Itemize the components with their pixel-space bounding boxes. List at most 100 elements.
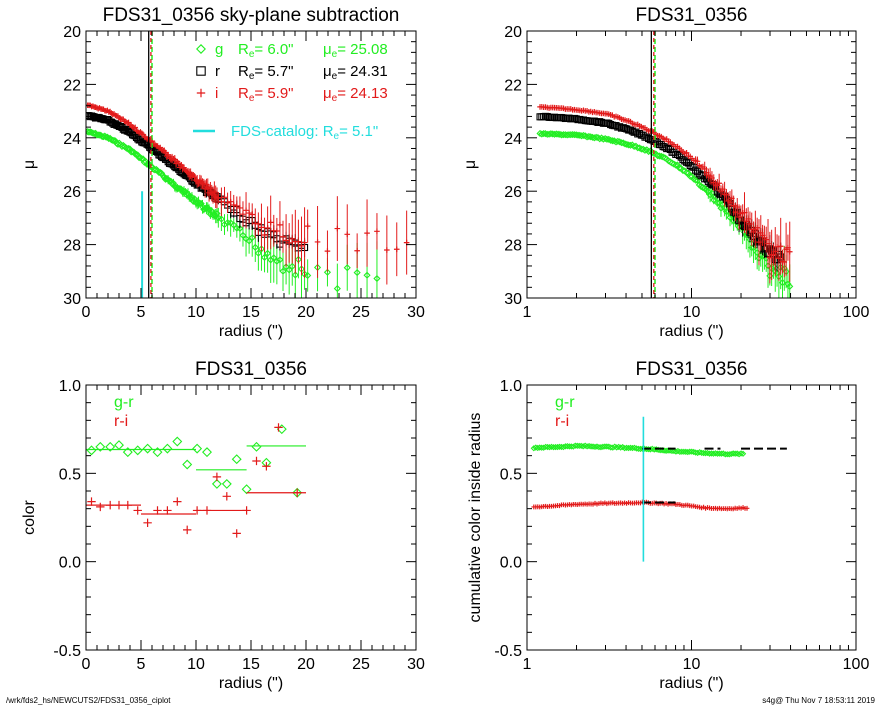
- data-point-i: [267, 219, 274, 226]
- data-point-g: [270, 254, 278, 262]
- x-tick-label: 10: [683, 656, 701, 673]
- data-point-r-i: [232, 529, 241, 538]
- y-axis-label: μ: [462, 160, 479, 169]
- data-point-g: [630, 142, 638, 150]
- data-point-g-r: [617, 444, 624, 451]
- series-g: [86, 128, 381, 298]
- data-point-g-r: [629, 444, 636, 452]
- legend-re: Re= 5.9": [238, 85, 294, 104]
- data-point-g-r: [182, 459, 193, 470]
- data-point-g-r: [672, 448, 680, 455]
- data-point-r: [654, 139, 662, 147]
- data-point-r-i: [173, 497, 182, 506]
- data-point-r-i: [274, 423, 283, 432]
- data-point-i: [230, 202, 237, 208]
- data-point-g: [621, 140, 629, 148]
- legend-marker-g: [196, 44, 206, 54]
- data-point-i: [178, 162, 185, 168]
- data-point-g-r: [566, 443, 573, 450]
- data-point-g-r: [562, 443, 569, 450]
- series-g-r: [86, 424, 306, 498]
- data-point-r: [605, 119, 613, 127]
- data-point-g: [89, 129, 97, 137]
- data-point-g-r: [678, 448, 686, 455]
- data-point-i: [237, 205, 243, 211]
- data-point-i: [215, 194, 222, 201]
- data-point-g: [363, 271, 371, 279]
- data-point-g-r: [122, 447, 133, 458]
- data-point-g-r: [172, 436, 183, 447]
- data-point-i: [364, 230, 370, 236]
- plot-frame: [526, 384, 857, 651]
- data-point-g-r: [251, 441, 262, 452]
- plot-frame: [85, 384, 417, 651]
- x-tick-label: 10: [187, 304, 205, 321]
- y-tick-label: 1.0: [500, 378, 522, 395]
- footer-path: /wrk/fds2_hs/NEWCUTS2/FDS31_0356_ciplot: [6, 696, 171, 705]
- x-tick-label: 20: [297, 304, 315, 321]
- legend: g-r r-i: [114, 394, 134, 430]
- data-point-r-i: [222, 492, 231, 501]
- data-point-i: [683, 149, 690, 156]
- data-point-i: [716, 180, 722, 187]
- data-point-i: [191, 174, 198, 181]
- data-point-g: [169, 179, 178, 187]
- x-tick-label: 5: [137, 656, 146, 673]
- data-point-i: [234, 203, 240, 209]
- data-point-i: [246, 210, 252, 216]
- data-point-g: [157, 169, 166, 177]
- data-point-g: [659, 153, 667, 161]
- data-point-g: [675, 164, 683, 172]
- chart-title: FDS31_0356: [195, 359, 307, 380]
- data-point-i: [304, 223, 311, 229]
- y-tick-label: 24: [504, 131, 522, 148]
- data-point-i: [224, 200, 231, 206]
- data-point-i: [280, 233, 286, 240]
- y-tick-label: 20: [504, 24, 522, 41]
- data-point-g: [86, 128, 92, 136]
- data-point-i: [255, 221, 262, 227]
- y-tick-label: 30: [504, 291, 522, 308]
- data-point-g-r: [142, 443, 153, 454]
- data-point-g: [688, 172, 696, 180]
- data-point-g: [686, 172, 694, 180]
- data-point-g: [657, 152, 665, 160]
- data-point-g-r: [86, 445, 97, 456]
- data-point-g-r: [591, 443, 599, 451]
- plot-area-0: [86, 31, 410, 298]
- data-point-i: [295, 238, 302, 245]
- data-point-r-i: [163, 506, 172, 515]
- data-point-g-r: [202, 447, 212, 458]
- data-point-g-r: [95, 441, 106, 452]
- data-point-g: [273, 257, 281, 265]
- legend-label-r-i: r-i: [114, 413, 128, 430]
- data-point-i: [125, 119, 132, 126]
- data-point-g-r: [739, 450, 747, 457]
- data-point-r: [594, 118, 602, 126]
- data-point-r: [635, 129, 644, 138]
- x-tick-label: 15: [242, 656, 260, 673]
- data-point-g: [641, 146, 649, 154]
- data-point-g: [619, 139, 627, 147]
- data-point-g: [670, 160, 678, 168]
- data-point-i: [221, 194, 228, 201]
- x-tick-label: 1: [523, 304, 532, 321]
- data-point-g: [184, 190, 192, 198]
- plot-area-3: [530, 416, 787, 562]
- data-point-i: [324, 248, 331, 254]
- data-point-g-r: [556, 443, 563, 450]
- data-point-r: [657, 141, 665, 149]
- y-tick-label: -0.5: [53, 643, 81, 660]
- legend-re: Re= 6.0": [238, 41, 294, 60]
- footer-timestamp: s4g@ Thu Nov 7 18:53:11 2019: [762, 696, 875, 705]
- x-axis-label: radius ("): [659, 675, 723, 692]
- y-tick-label: 26: [63, 184, 81, 201]
- data-point-r: [661, 143, 669, 151]
- data-point-i: [393, 246, 400, 253]
- data-point-r: [626, 126, 635, 134]
- data-point-g-r: [718, 450, 725, 457]
- data-point-g: [650, 149, 658, 158]
- data-point-r-i: [212, 472, 222, 482]
